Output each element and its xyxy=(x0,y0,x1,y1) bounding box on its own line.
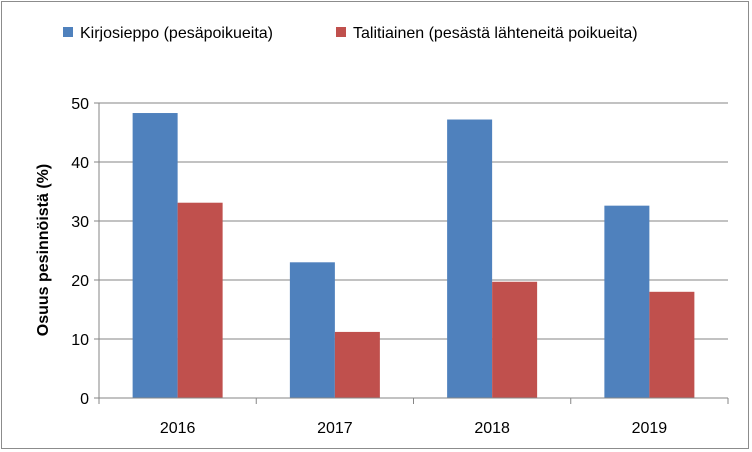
legend-swatch-kirjosieppo xyxy=(63,27,73,37)
y-tick-label: 10 xyxy=(71,332,89,349)
x-tick-labels: 2016 2017 2018 2019 xyxy=(160,420,667,437)
y-tick-label: 40 xyxy=(71,155,89,172)
bar-kirjosieppo-2016 xyxy=(132,113,178,398)
bar-talitiainen-2016 xyxy=(177,202,223,398)
legend-label-talitiainen: Talitiainen (pesästä lähteneitä poikueit… xyxy=(353,25,638,42)
x-tick-label: 2016 xyxy=(160,420,196,437)
bar-kirjosieppo-2019 xyxy=(604,205,650,398)
y-axis-title: Osuus pesinnöistä (%) xyxy=(35,164,52,336)
legend: Kirjosieppo (pesäpoikueita) Talitiainen … xyxy=(63,25,638,42)
bar-kirjosieppo-2018 xyxy=(447,119,493,399)
axes xyxy=(94,102,729,404)
legend-swatch-talitiainen xyxy=(336,27,346,37)
bar-talitiainen-2017 xyxy=(334,331,380,398)
bar-talitiainen-2019 xyxy=(649,291,695,398)
y-tick-label: 50 xyxy=(71,96,89,113)
y-tick-label: 30 xyxy=(71,214,89,231)
y-tick-label: 20 xyxy=(71,273,89,290)
x-tick-label: 2018 xyxy=(474,420,510,437)
legend-label-kirjosieppo: Kirjosieppo (pesäpoikueita) xyxy=(80,25,273,42)
x-tick-label: 2017 xyxy=(317,420,353,437)
bar-kirjosieppo-2017 xyxy=(289,262,335,398)
x-tick-label: 2019 xyxy=(632,420,668,437)
y-tick-label: 0 xyxy=(80,391,89,408)
y-tick-labels: 0 10 20 30 40 50 xyxy=(71,96,89,408)
bar-talitiainen-2018 xyxy=(492,281,538,398)
bars xyxy=(132,113,695,399)
